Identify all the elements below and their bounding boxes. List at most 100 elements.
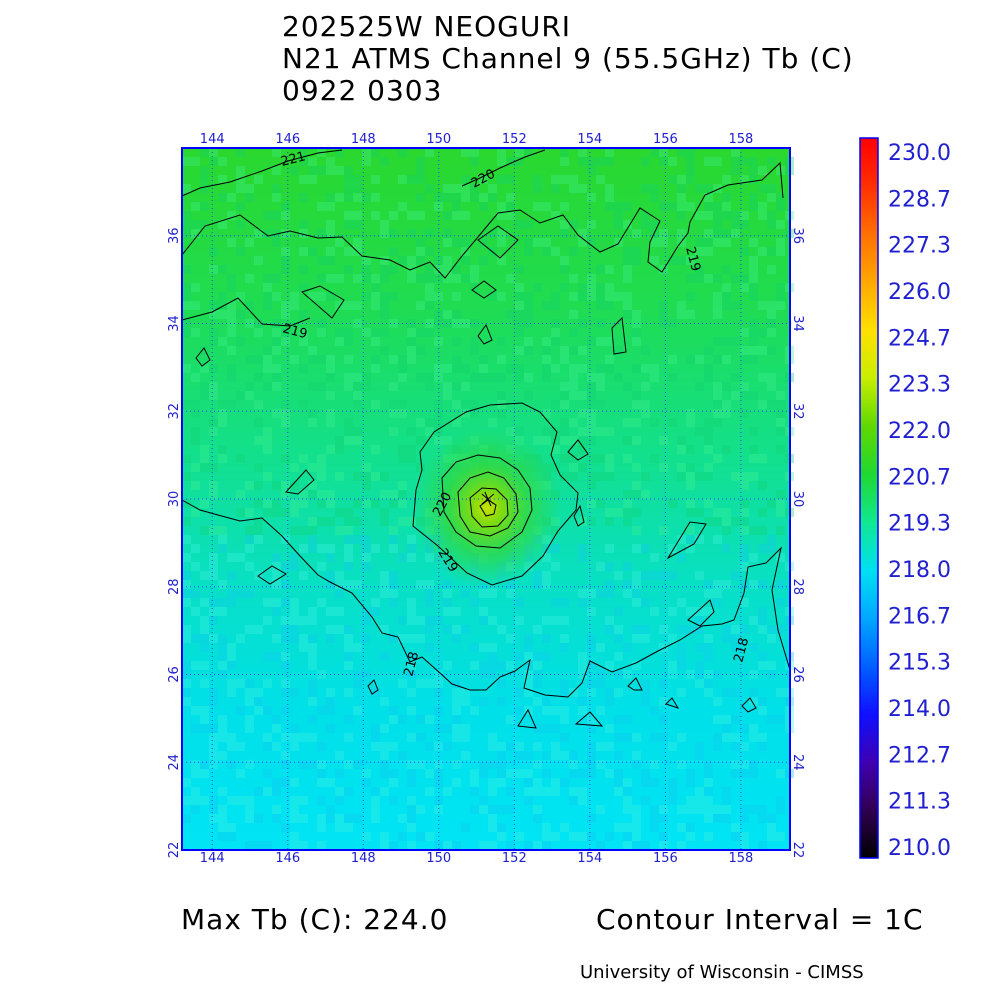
pixel [560,283,569,292]
pixel [371,337,380,346]
contour-island-8 [257,565,287,585]
pixel [587,157,596,166]
pixel [281,508,290,517]
pixel [776,427,785,436]
pixel [686,148,695,157]
pixel [704,157,713,166]
pixel [380,472,389,481]
pixel [407,328,416,337]
pixel [758,706,767,715]
pixel [632,544,641,553]
pixel [362,463,371,472]
pixel [281,652,290,661]
pixel [443,589,452,598]
pixel [236,247,245,256]
pixel [542,580,551,589]
pixel [542,337,551,346]
pixel [443,841,452,850]
pixel [704,193,713,202]
pixel [713,715,722,724]
pixel [308,490,317,499]
pixel [605,454,614,463]
pixel [569,184,578,193]
pixel [380,832,389,841]
pixel [317,454,326,463]
pixel [380,490,389,499]
pixel [389,382,398,391]
pixel [290,805,299,814]
pixel [686,796,695,805]
pixel [191,373,200,382]
pixel [632,463,641,472]
pixel [740,553,749,562]
pixel [488,589,497,598]
pixel [470,598,479,607]
pixel [308,175,317,184]
pixel [200,148,209,157]
pixel [587,751,596,760]
pixel [542,823,551,832]
pixel [425,589,434,598]
pixel [623,733,632,742]
pixel [326,229,335,238]
pixel [704,805,713,814]
pixel [758,607,767,616]
pixel [506,769,515,778]
pixel [479,760,488,769]
pixel [182,292,191,301]
pixel [533,814,542,823]
pixel [254,841,263,850]
lat-tick-label-right: 36 [790,227,805,244]
pixel [749,157,758,166]
pixel [578,292,587,301]
pixel [299,328,308,337]
pixel [299,733,308,742]
pixel [263,841,272,850]
pixel [632,508,641,517]
contour-island-4 [477,323,493,345]
pixel [353,175,362,184]
pixel [317,562,326,571]
pixel [524,220,533,229]
pixel [749,346,758,355]
pixel [281,634,290,643]
pixel [524,796,533,805]
pixel [182,211,191,220]
pixel [371,814,380,823]
pixel [191,589,200,598]
pixel [614,220,623,229]
pixel [749,328,758,337]
pixel [371,400,380,409]
pixel [461,409,470,418]
pixel [704,814,713,823]
pixel [524,652,533,661]
pixel [533,571,542,580]
lon-tick-label-bottom: 156 [653,851,678,866]
pixel [587,589,596,598]
pixel [497,769,506,778]
pixel [641,769,650,778]
pixel [209,697,218,706]
pixel [461,400,470,409]
pixel [533,724,542,733]
pixel [389,490,398,499]
pixel [515,265,524,274]
pixel [308,463,317,472]
pixel [407,616,416,625]
pixel [479,256,488,265]
pixel [740,832,749,841]
pixel [281,751,290,760]
colorbar-segment [860,762,878,811]
pixel [605,193,614,202]
pixel [407,517,416,526]
pixel [452,418,461,427]
colorbar-label: 211.3 [888,790,951,815]
pixel [722,283,731,292]
pixel [308,733,317,742]
pixel [452,364,461,373]
pixel [758,697,767,706]
pixel [695,472,704,481]
pixel [218,733,227,742]
pixel [272,805,281,814]
pixel [758,202,767,211]
